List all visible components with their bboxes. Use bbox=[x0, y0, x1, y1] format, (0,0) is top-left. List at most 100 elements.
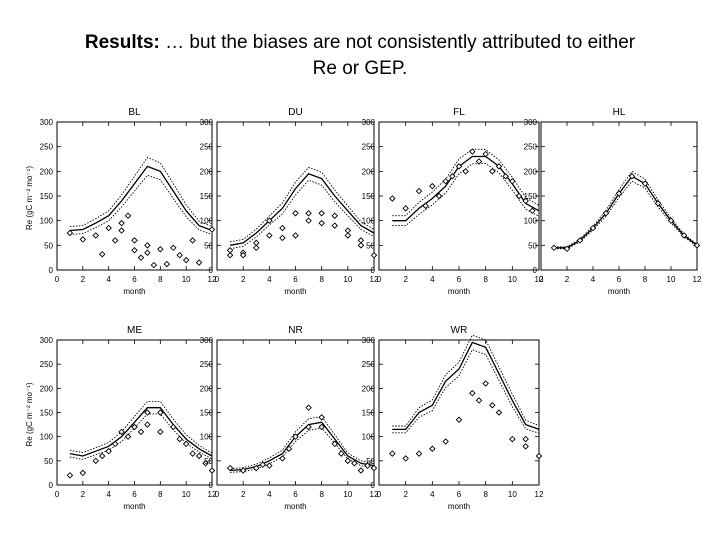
y-tick-label: 50 bbox=[528, 241, 537, 250]
obs-point bbox=[106, 225, 111, 230]
y-tick-label: 150 bbox=[362, 192, 376, 201]
obs-point bbox=[306, 218, 311, 223]
obs-point bbox=[80, 237, 85, 242]
y-tick-label: 200 bbox=[40, 167, 54, 176]
model-line bbox=[392, 157, 539, 221]
obs-point bbox=[490, 169, 495, 174]
y-tick-label: 100 bbox=[524, 217, 538, 226]
y-tick-label: 0 bbox=[533, 266, 538, 275]
panel-title: HL bbox=[613, 107, 626, 118]
obs-point bbox=[470, 149, 475, 154]
obs-point bbox=[67, 473, 72, 478]
x-tick-label: 4 bbox=[591, 275, 596, 284]
obs-point bbox=[280, 456, 285, 461]
y-tick-label: 100 bbox=[200, 217, 214, 226]
y-tick-label: 300 bbox=[200, 336, 214, 345]
obs-point bbox=[352, 461, 357, 466]
x-tick-label: 0 bbox=[215, 490, 220, 499]
panel-title: WR bbox=[451, 325, 468, 336]
model-lower-line bbox=[230, 180, 374, 249]
y-tick-label: 300 bbox=[362, 118, 376, 127]
y-tick-label: 50 bbox=[44, 241, 53, 250]
y-tick-label: 200 bbox=[362, 384, 376, 393]
x-tick-label: 4 bbox=[430, 275, 435, 284]
x-tick-label: 6 bbox=[293, 275, 298, 284]
obs-point bbox=[145, 250, 150, 255]
y-tick-label: 150 bbox=[40, 409, 54, 418]
y-tick-label: 100 bbox=[362, 433, 376, 442]
y-tick-label: 50 bbox=[366, 457, 375, 466]
obs-point bbox=[151, 262, 156, 267]
x-tick-label: 0 bbox=[539, 275, 544, 284]
panel-title: DU bbox=[288, 107, 302, 118]
x-tick-label: 2 bbox=[403, 275, 408, 284]
obs-point bbox=[196, 260, 201, 265]
y-tick-label: 200 bbox=[200, 384, 214, 393]
model-upper-line bbox=[230, 167, 374, 242]
x-axis-label: month bbox=[448, 287, 470, 296]
y-tick-label: 250 bbox=[200, 143, 214, 152]
x-tick-label: 8 bbox=[319, 275, 324, 284]
obs-point bbox=[430, 446, 435, 451]
x-tick-label: 10 bbox=[343, 275, 352, 284]
x-tick-label: 10 bbox=[343, 490, 352, 499]
panel-title: FL bbox=[453, 107, 465, 118]
model-upper-line bbox=[230, 416, 374, 468]
obs-point bbox=[138, 255, 143, 260]
model-line bbox=[554, 176, 697, 248]
obs-point bbox=[536, 453, 541, 458]
x-axis-label: month bbox=[608, 287, 630, 296]
y-tick-label: 0 bbox=[49, 266, 54, 275]
y-tick-label: 300 bbox=[362, 336, 376, 345]
y-tick-label: 0 bbox=[371, 266, 376, 275]
y-tick-label: 100 bbox=[40, 217, 54, 226]
y-tick-label: 0 bbox=[209, 266, 214, 275]
y-axis-label: Re (gC m⁻² mo⁻¹) bbox=[25, 166, 34, 230]
obs-point bbox=[177, 253, 182, 258]
obs-point bbox=[443, 439, 448, 444]
obs-point bbox=[100, 252, 105, 257]
obs-point bbox=[371, 253, 376, 258]
y-tick-label: 150 bbox=[362, 409, 376, 418]
y-tick-label: 250 bbox=[200, 360, 214, 369]
y-tick-label: 250 bbox=[524, 143, 538, 152]
plot-frame bbox=[217, 340, 374, 485]
x-tick-label: 2 bbox=[81, 490, 86, 499]
y-tick-label: 250 bbox=[40, 360, 54, 369]
obs-point bbox=[371, 465, 376, 470]
obs-point bbox=[293, 233, 298, 238]
x-tick-label: 8 bbox=[483, 275, 488, 284]
panel-title: ME bbox=[127, 325, 142, 336]
y-tick-label: 300 bbox=[200, 118, 214, 127]
y-tick-label: 250 bbox=[362, 360, 376, 369]
obs-point bbox=[93, 458, 98, 463]
x-tick-label: 6 bbox=[457, 275, 462, 284]
x-tick-label: 6 bbox=[132, 275, 137, 284]
y-tick-label: 250 bbox=[362, 143, 376, 152]
y-tick-label: 200 bbox=[200, 167, 214, 176]
obs-point bbox=[190, 238, 195, 243]
x-axis-label: month bbox=[123, 502, 145, 511]
obs-point bbox=[390, 451, 395, 456]
y-tick-label: 300 bbox=[40, 336, 54, 345]
figure: BL0 2 4 6 8 10 12050100150200250300monthRe (gC… bbox=[0, 0, 720, 540]
panel-title: NR bbox=[288, 325, 302, 336]
obs-point bbox=[523, 436, 528, 441]
obs-point bbox=[496, 410, 501, 415]
obs-point bbox=[196, 453, 201, 458]
obs-point bbox=[470, 391, 475, 396]
y-tick-label: 150 bbox=[524, 192, 538, 201]
y-tick-label: 200 bbox=[362, 167, 376, 176]
obs-point bbox=[254, 245, 259, 250]
y-tick-label: 50 bbox=[204, 241, 213, 250]
y-tick-label: 100 bbox=[40, 433, 54, 442]
obs-point bbox=[345, 233, 350, 238]
x-tick-label: 0 bbox=[377, 275, 382, 284]
obs-point bbox=[332, 213, 337, 218]
x-tick-label: 2 bbox=[565, 275, 570, 284]
obs-point bbox=[145, 422, 150, 427]
x-tick-label: 8 bbox=[158, 275, 163, 284]
x-tick-label: 10 bbox=[667, 275, 676, 284]
